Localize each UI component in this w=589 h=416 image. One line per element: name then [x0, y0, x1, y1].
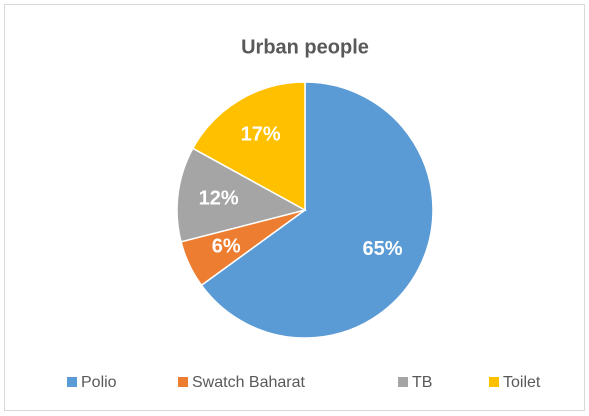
- chart-title: Urban people: [241, 36, 369, 58]
- pie-slice: [200, 81, 434, 339]
- legend-label: Swatch Baharat: [192, 374, 306, 391]
- legend-label: Polio: [81, 374, 117, 391]
- data-label: 17%: [241, 123, 281, 145]
- data-label: 6%: [212, 235, 241, 257]
- data-label: 12%: [199, 187, 239, 209]
- legend-label: TB: [412, 374, 432, 391]
- data-label: 65%: [363, 238, 403, 260]
- legend-swatch: [178, 377, 188, 387]
- legend-swatch: [67, 377, 77, 387]
- legend-label: Toilet: [503, 374, 541, 391]
- legend-swatch: [489, 377, 499, 387]
- legend-swatch: [398, 377, 408, 387]
- pie-slice: [176, 147, 308, 243]
- pie-slice: [191, 81, 306, 212]
